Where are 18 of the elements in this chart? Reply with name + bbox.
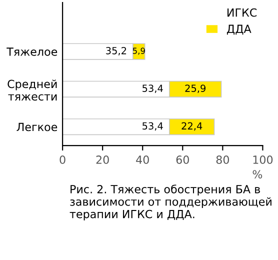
- legend-label: ДДА: [226, 24, 252, 35]
- x-tick-label: 20: [96, 156, 109, 164]
- data-label: 22,4: [182, 122, 202, 131]
- data-label: 35,2: [106, 46, 126, 56]
- x-tick-label: 40: [136, 156, 149, 164]
- data-label: 53,4: [142, 84, 163, 93]
- text: Рис. 2. Тяжесть обострения БА в зависимости от поддерживающей терапии ИГКС и ДДА.: [70, 184, 272, 220]
- y-tick-label: Средней тяжести: [8, 80, 57, 101]
- data-label: 53,4: [142, 122, 163, 131]
- data-label: 25,9: [185, 84, 206, 93]
- x-tick-label: 60: [176, 156, 189, 164]
- x-tick-label: 80: [216, 156, 230, 164]
- x-tick-label: 0: [60, 156, 66, 164]
- text: ИГКС: [228, 8, 257, 17]
- y-tick-label: Легкое: [16, 122, 58, 132]
- y-tick-label: Тяжелое: [6, 48, 58, 56]
- x-axis-title: %: [252, 170, 262, 179]
- x-tick-label: 100: [253, 156, 273, 164]
